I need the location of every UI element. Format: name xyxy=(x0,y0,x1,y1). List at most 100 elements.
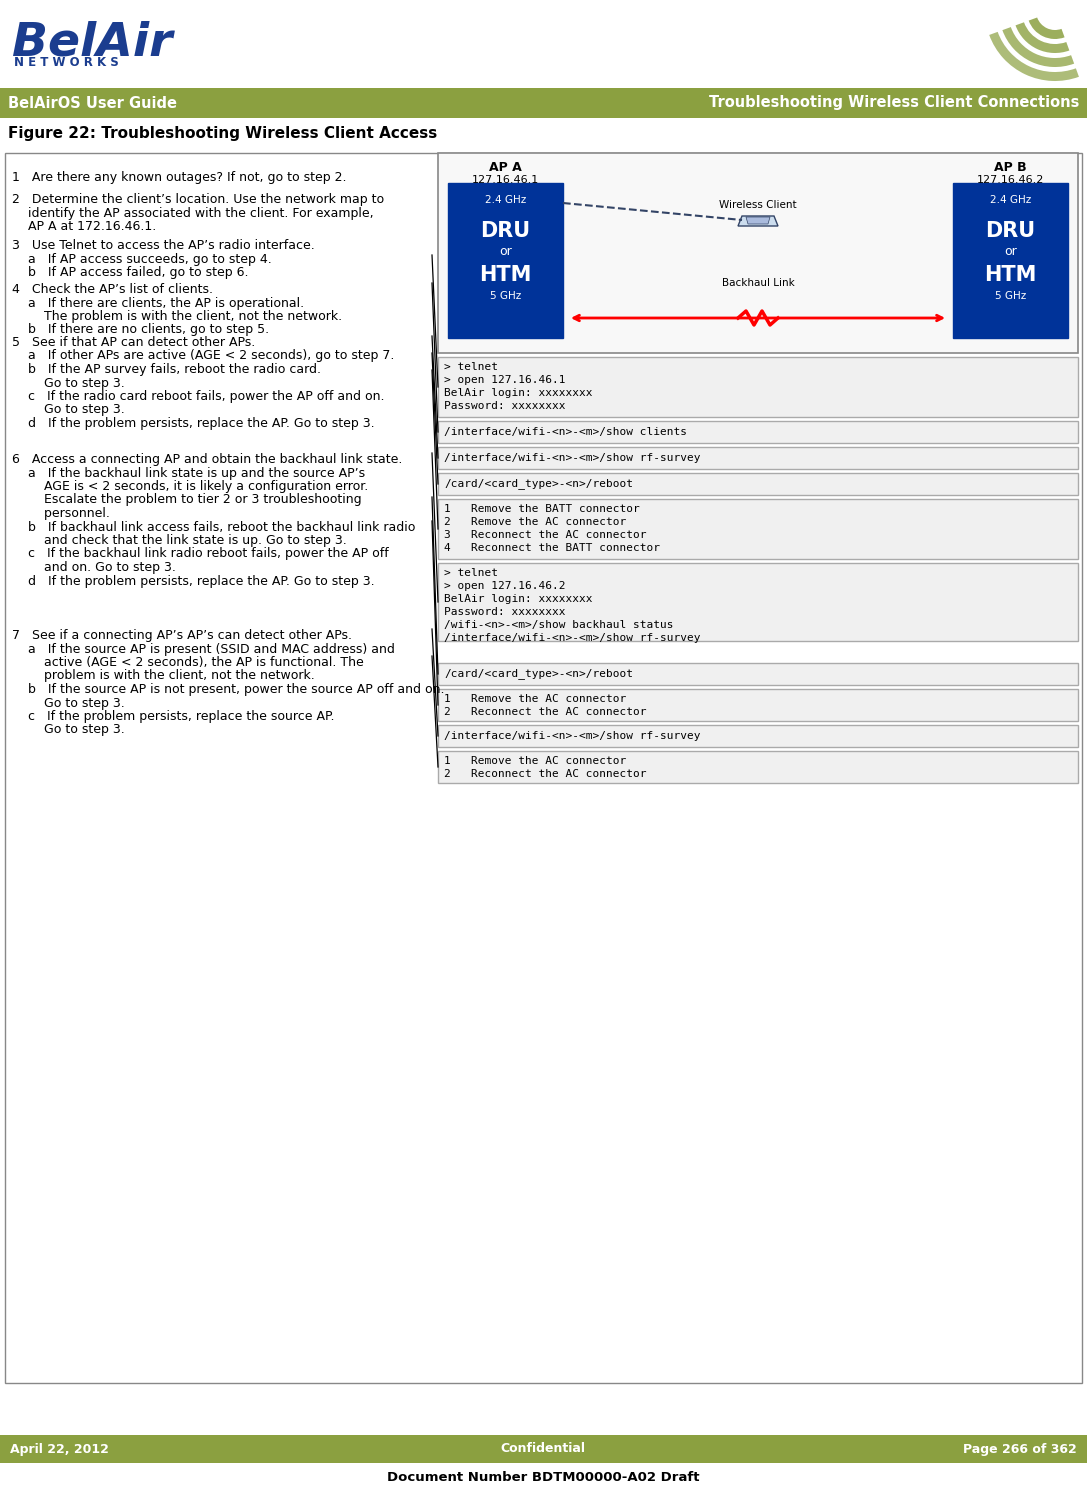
Text: /card/<card_type>-<n>/reboot: /card/<card_type>-<n>/reboot xyxy=(443,668,633,680)
Wedge shape xyxy=(1028,18,1064,39)
Text: Password: xxxxxxxx: Password: xxxxxxxx xyxy=(443,607,565,616)
Text: a   If AP access succeeds, go to step 4.: a If AP access succeeds, go to step 4. xyxy=(12,252,272,266)
Text: 3   Use Telnet to access the AP’s radio interface.: 3 Use Telnet to access the AP’s radio in… xyxy=(12,239,315,252)
Text: b   If the source AP is not present, power the source AP off and on.: b If the source AP is not present, power… xyxy=(12,683,445,697)
Text: b   If backhaul link access fails, reboot the backhaul link radio: b If backhaul link access fails, reboot … xyxy=(12,520,415,533)
Text: a   If other APs are active (AGE < 2 seconds), go to step 7.: a If other APs are active (AGE < 2 secon… xyxy=(12,349,395,363)
Text: /card/<card_type>-<n>/reboot: /card/<card_type>-<n>/reboot xyxy=(443,479,633,490)
Text: 1   Remove the AC connector: 1 Remove the AC connector xyxy=(443,694,626,704)
Text: c   If the problem persists, replace the source AP.: c If the problem persists, replace the s… xyxy=(12,710,335,722)
Text: AGE is < 2 seconds, it is likely a configuration error.: AGE is < 2 seconds, it is likely a confi… xyxy=(12,480,368,493)
Text: > open 127.16.46.2: > open 127.16.46.2 xyxy=(443,582,565,591)
Text: /wifi-<n>-<m>/show backhaul status: /wifi-<n>-<m>/show backhaul status xyxy=(443,620,674,630)
Text: BelAir login: xxxxxxxx: BelAir login: xxxxxxxx xyxy=(443,388,592,397)
Bar xyxy=(5,153,1082,1383)
Wedge shape xyxy=(1015,23,1070,53)
Text: d   If the problem persists, replace the AP. Go to step 3.: d If the problem persists, replace the A… xyxy=(12,417,375,431)
Bar xyxy=(448,183,563,338)
Text: a   If the source AP is present (SSID and MAC address) and: a If the source AP is present (SSID and … xyxy=(12,642,395,656)
Text: The problem is with the client, not the network.: The problem is with the client, not the … xyxy=(12,310,342,323)
Text: HTM: HTM xyxy=(985,264,1037,286)
Text: Figure 22: Troubleshooting Wireless Client Access: Figure 22: Troubleshooting Wireless Clie… xyxy=(8,125,437,141)
Bar xyxy=(438,153,1078,354)
Text: Page 266 of 362: Page 266 of 362 xyxy=(963,1443,1077,1455)
Text: or: or xyxy=(499,245,512,258)
Text: Go to step 3.: Go to step 3. xyxy=(12,697,125,710)
Text: 127.16.46.1: 127.16.46.1 xyxy=(472,175,539,184)
Bar xyxy=(438,357,1078,417)
Text: and check that the link state is up. Go to step 3.: and check that the link state is up. Go … xyxy=(12,533,347,547)
Text: 2   Remove the AC connector: 2 Remove the AC connector xyxy=(443,517,626,527)
Polygon shape xyxy=(746,218,770,224)
Text: HTM: HTM xyxy=(479,264,532,286)
Text: Go to step 3.: Go to step 3. xyxy=(12,724,125,736)
Text: BelAir login: xxxxxxxx: BelAir login: xxxxxxxx xyxy=(443,594,592,604)
Polygon shape xyxy=(738,216,778,227)
Bar xyxy=(438,751,1078,783)
Bar xyxy=(438,663,1078,684)
Text: personnel.: personnel. xyxy=(12,508,110,520)
Bar xyxy=(0,1435,1087,1463)
Text: BelAir: BelAir xyxy=(12,21,173,66)
Text: 1   Remove the AC connector: 1 Remove the AC connector xyxy=(443,756,626,766)
Text: b   If the AP survey fails, reboot the radio card.: b If the AP survey fails, reboot the rad… xyxy=(12,363,321,376)
Text: N E T W O R K S: N E T W O R K S xyxy=(14,56,118,70)
Text: 7   See if a connecting AP’s AP’s can detect other APs.: 7 See if a connecting AP’s AP’s can dete… xyxy=(12,629,352,642)
Text: 2   Reconnect the AC connector: 2 Reconnect the AC connector xyxy=(443,769,647,780)
Text: 2.4 GHz: 2.4 GHz xyxy=(990,195,1032,205)
Text: Backhaul Link: Backhaul Link xyxy=(722,278,795,289)
Text: > telnet: > telnet xyxy=(443,363,498,372)
Text: problem is with the client, not the network.: problem is with the client, not the netw… xyxy=(12,669,315,683)
Text: BelAirOS User Guide: BelAirOS User Guide xyxy=(8,95,177,110)
Text: and on. Go to step 3.: and on. Go to step 3. xyxy=(12,561,176,574)
Text: 5 GHz: 5 GHz xyxy=(995,292,1026,301)
Text: Go to step 3.: Go to step 3. xyxy=(12,376,125,390)
Text: 4   Check the AP’s list of clients.: 4 Check the AP’s list of clients. xyxy=(12,283,213,296)
Text: 1   Are there any known outages? If not, go to step 2.: 1 Are there any known outages? If not, g… xyxy=(12,171,347,184)
Bar xyxy=(438,564,1078,641)
Text: a   If the backhaul link state is up and the source AP’s: a If the backhaul link state is up and t… xyxy=(12,467,365,479)
Text: a   If there are clients, the AP is operational.: a If there are clients, the AP is operat… xyxy=(12,296,304,310)
Text: /interface/wifi-<n>-<m>/show clients: /interface/wifi-<n>-<m>/show clients xyxy=(443,428,687,437)
Wedge shape xyxy=(989,32,1079,82)
Text: Escalate the problem to tier 2 or 3 troubleshooting: Escalate the problem to tier 2 or 3 trou… xyxy=(12,494,362,506)
Text: active (AGE < 2 seconds), the AP is functional. The: active (AGE < 2 seconds), the AP is func… xyxy=(12,656,364,669)
Text: c   If the radio card reboot fails, power the AP off and on.: c If the radio card reboot fails, power … xyxy=(12,390,385,403)
Text: 5 GHz: 5 GHz xyxy=(490,292,521,301)
Text: 5   See if that AP can detect other APs.: 5 See if that AP can detect other APs. xyxy=(12,335,255,349)
Wedge shape xyxy=(1002,27,1074,66)
Text: /interface/wifi-<n>-<m>/show rf-survey: /interface/wifi-<n>-<m>/show rf-survey xyxy=(443,453,700,462)
Text: c   If the backhaul link radio reboot fails, power the AP off: c If the backhaul link radio reboot fail… xyxy=(12,547,389,561)
Text: 3   Reconnect the AC connector: 3 Reconnect the AC connector xyxy=(443,530,647,539)
Text: /interface/wifi-<n>-<m>/show rf-survey: /interface/wifi-<n>-<m>/show rf-survey xyxy=(443,731,700,740)
Text: 2   Reconnect the AC connector: 2 Reconnect the AC connector xyxy=(443,707,647,718)
Text: 4   Reconnect the BATT connector: 4 Reconnect the BATT connector xyxy=(443,542,660,553)
Text: Go to step 3.: Go to step 3. xyxy=(12,403,125,417)
Bar xyxy=(438,689,1078,721)
Text: identify the AP associated with the client. For example,: identify the AP associated with the clie… xyxy=(12,207,374,219)
Bar xyxy=(953,183,1069,338)
Text: 6   Access a connecting AP and obtain the backhaul link state.: 6 Access a connecting AP and obtain the … xyxy=(12,453,402,465)
Text: 2.4 GHz: 2.4 GHz xyxy=(485,195,526,205)
Text: b   If there are no clients, go to step 5.: b If there are no clients, go to step 5. xyxy=(12,323,270,337)
Text: 1   Remove the BATT connector: 1 Remove the BATT connector xyxy=(443,505,640,514)
Text: Wireless Client: Wireless Client xyxy=(720,199,797,210)
Text: AP A: AP A xyxy=(489,162,522,174)
Text: DRU: DRU xyxy=(480,221,530,240)
Bar xyxy=(0,88,1087,118)
Text: April 22, 2012: April 22, 2012 xyxy=(10,1443,109,1455)
Text: Confidential: Confidential xyxy=(500,1443,586,1455)
Bar xyxy=(438,725,1078,746)
Text: Troubleshooting Wireless Client Connections: Troubleshooting Wireless Client Connecti… xyxy=(709,95,1079,110)
Text: d   If the problem persists, replace the AP. Go to step 3.: d If the problem persists, replace the A… xyxy=(12,574,375,588)
Text: /interface/wifi-<n>-<m>/show rf-survey: /interface/wifi-<n>-<m>/show rf-survey xyxy=(443,633,700,644)
Text: 127.16.46.2: 127.16.46.2 xyxy=(977,175,1045,184)
Bar xyxy=(438,447,1078,468)
Text: > telnet: > telnet xyxy=(443,568,498,579)
Text: DRU: DRU xyxy=(986,221,1036,240)
Text: b   If AP access failed, go to step 6.: b If AP access failed, go to step 6. xyxy=(12,266,249,280)
Text: AP A at 172.16.46.1.: AP A at 172.16.46.1. xyxy=(12,221,157,233)
Bar xyxy=(438,473,1078,496)
Text: or: or xyxy=(1004,245,1016,258)
Text: 2   Determine the client’s location. Use the network map to: 2 Determine the client’s location. Use t… xyxy=(12,193,384,205)
